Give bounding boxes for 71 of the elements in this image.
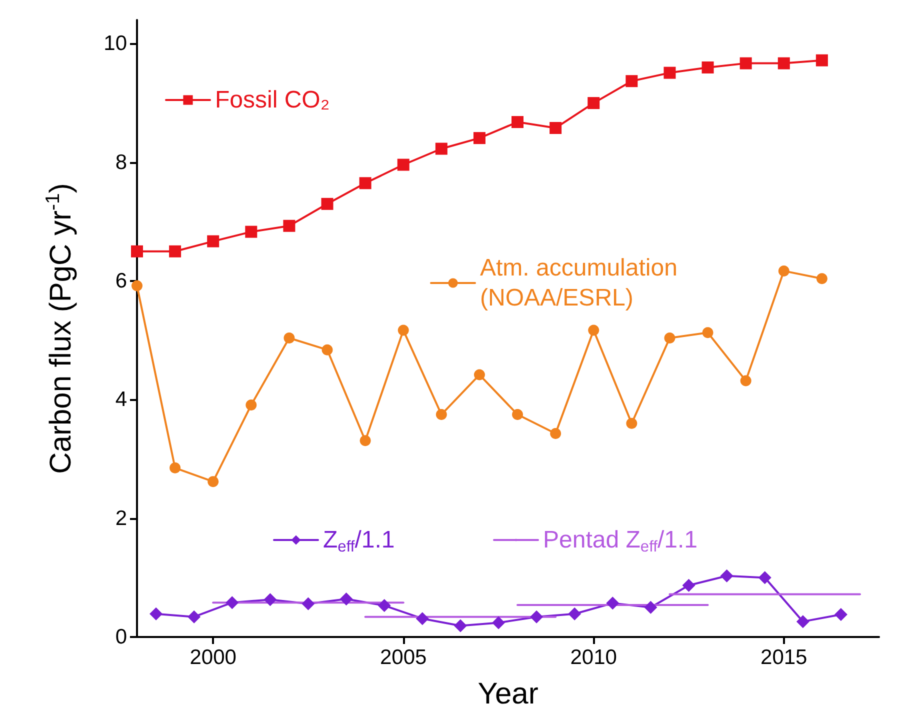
point bbox=[512, 116, 524, 128]
point bbox=[550, 428, 562, 440]
point bbox=[416, 612, 429, 626]
point bbox=[778, 265, 790, 276]
point bbox=[568, 607, 582, 620]
point bbox=[702, 61, 714, 74]
point bbox=[796, 615, 810, 628]
point bbox=[398, 324, 409, 336]
point bbox=[682, 578, 696, 592]
y-tick-label: 8 bbox=[115, 150, 127, 174]
point bbox=[283, 220, 296, 232]
point bbox=[340, 592, 353, 606]
point bbox=[454, 619, 467, 632]
point bbox=[245, 226, 258, 238]
y-tick-label: 2 bbox=[115, 506, 127, 530]
point bbox=[360, 435, 371, 446]
point bbox=[816, 54, 828, 66]
point bbox=[246, 400, 257, 411]
point bbox=[492, 616, 505, 630]
point bbox=[435, 142, 448, 155]
point bbox=[550, 122, 562, 134]
point bbox=[588, 324, 600, 336]
point bbox=[778, 57, 790, 70]
point bbox=[626, 418, 638, 429]
point bbox=[816, 273, 828, 284]
legend-label: Fossil CO₂ bbox=[215, 86, 330, 114]
point bbox=[132, 280, 142, 292]
x-tick-label: 2015 bbox=[760, 646, 808, 669]
point bbox=[397, 158, 410, 171]
point bbox=[208, 476, 219, 488]
point bbox=[264, 593, 277, 606]
point bbox=[702, 327, 714, 338]
x-tick-label: 2005 bbox=[380, 646, 427, 669]
point bbox=[170, 462, 181, 474]
point bbox=[473, 132, 486, 144]
point bbox=[378, 599, 391, 612]
y-axis-title: Carbon flux (PgC yr-1) bbox=[42, 183, 78, 474]
point bbox=[284, 332, 295, 344]
point bbox=[169, 245, 182, 258]
point bbox=[321, 198, 334, 210]
point bbox=[720, 569, 734, 582]
x-tick-label: 2000 bbox=[190, 646, 236, 669]
point bbox=[207, 235, 220, 248]
point bbox=[322, 344, 333, 356]
point bbox=[606, 596, 620, 610]
point bbox=[131, 245, 143, 258]
x-tick-label: 2010 bbox=[570, 646, 617, 669]
point bbox=[758, 571, 772, 584]
x-axis-title: Year bbox=[478, 678, 538, 710]
point bbox=[664, 332, 676, 344]
point bbox=[834, 608, 848, 621]
legend-label: Atm. accumulation (NOAA/ESRL) bbox=[480, 254, 678, 312]
point bbox=[626, 75, 638, 88]
point bbox=[188, 610, 201, 624]
point bbox=[530, 610, 544, 624]
point bbox=[302, 597, 315, 610]
point bbox=[150, 607, 163, 620]
point bbox=[226, 596, 239, 610]
y-tick-label: 4 bbox=[115, 388, 128, 412]
point bbox=[664, 66, 676, 79]
point bbox=[644, 600, 658, 614]
point bbox=[588, 97, 600, 110]
point bbox=[436, 409, 447, 420]
point bbox=[512, 409, 524, 420]
y-tick-label: 6 bbox=[115, 270, 127, 293]
y-tick-label: 10 bbox=[104, 32, 127, 56]
point bbox=[474, 369, 485, 380]
point bbox=[740, 375, 752, 386]
point bbox=[740, 57, 752, 70]
point bbox=[359, 177, 372, 190]
y-tick-label: 0 bbox=[115, 626, 127, 648]
